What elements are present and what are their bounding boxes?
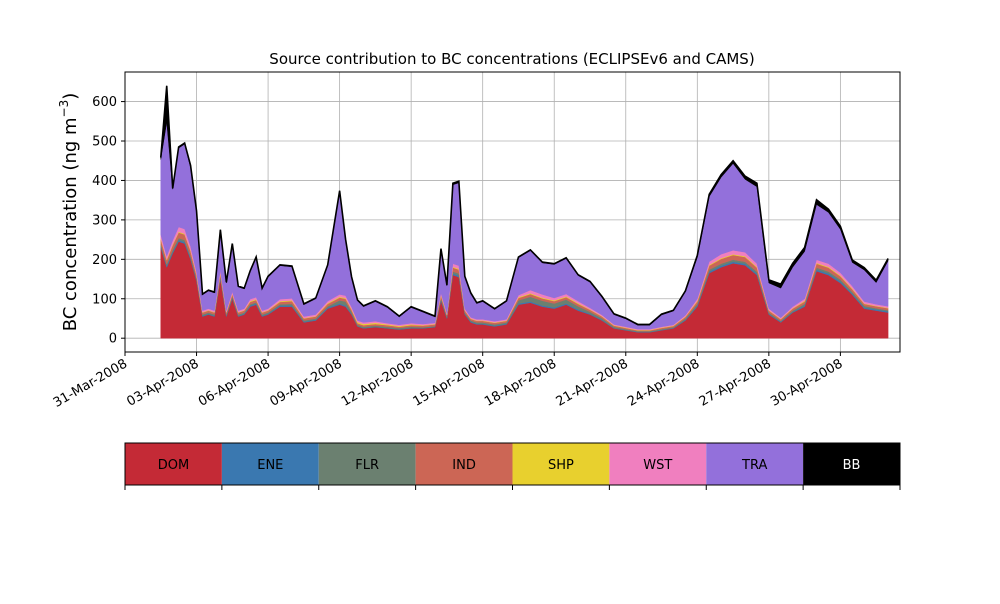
legend-item-ind: IND <box>415 443 513 485</box>
legend-label: FLR <box>355 458 379 473</box>
y-tick-label: 400 <box>92 174 117 189</box>
y-tick-label: 300 <box>92 213 117 228</box>
legend-label: WST <box>643 458 672 473</box>
y-tick-label: 600 <box>92 95 117 110</box>
total-line <box>159 85 889 326</box>
legend-item-tra: TRA <box>706 443 804 485</box>
x-axis-ticks: 31-Mar-200803-Apr-200806-Apr-200809-Apr-… <box>51 352 845 411</box>
legend-item-bb: BB <box>803 443 900 485</box>
legend-swatch <box>706 443 804 485</box>
legend-swatch <box>803 443 900 485</box>
total-outline <box>159 85 889 326</box>
y-tick-label: 200 <box>92 253 117 268</box>
plot-frame <box>124 71 901 353</box>
legend-label: DOM <box>158 458 189 473</box>
x-tick-label: 24-Apr-2008 <box>625 356 702 409</box>
x-tick-label: 18-Apr-2008 <box>482 356 559 409</box>
y-tick-label: 0 <box>109 332 117 347</box>
legend-label: ENE <box>257 458 283 473</box>
legend-item-flr: FLR <box>318 443 416 485</box>
legend-swatch <box>609 443 707 485</box>
x-tick-label: 09-Apr-2008 <box>267 356 344 409</box>
y-tick-label: 500 <box>92 135 117 150</box>
x-tick-label: 21-Apr-2008 <box>554 356 631 409</box>
stacked-areas <box>160 85 889 339</box>
chart-title: Source contribution to BC concentrations… <box>269 50 754 68</box>
legend-item-wst: WST <box>609 443 707 485</box>
legend-swatch <box>221 443 319 485</box>
legend-label: BB <box>843 458 861 473</box>
legend-swatch <box>512 443 610 485</box>
x-tick-label: 06-Apr-2008 <box>196 356 273 409</box>
y-tick-label: 100 <box>92 292 117 307</box>
x-tick-label: 15-Apr-2008 <box>411 356 488 409</box>
source-legend: DOM ENE FLR IND SHP WST TRA BB <box>124 442 901 490</box>
x-tick-label: 27-Apr-2008 <box>697 356 774 409</box>
legend-swatch <box>318 443 416 485</box>
legend-label: TRA <box>741 458 767 473</box>
x-tick-label: 03-Apr-2008 <box>124 356 201 409</box>
legend-item-shp: SHP <box>512 443 610 485</box>
legend-item-dom: DOM <box>125 443 222 485</box>
x-tick-label: 12-Apr-2008 <box>339 356 416 409</box>
legend-label: SHP <box>548 458 574 473</box>
x-tick-label: 31-Mar-2008 <box>51 356 130 410</box>
y-axis-ticks: 0 100 200 300 400 500 600 <box>92 95 125 347</box>
legend-label: IND <box>452 458 476 473</box>
legend-swatch <box>415 443 513 485</box>
x-tick-label: 30-Apr-2008 <box>768 356 845 409</box>
y-axis-label: BC concentration (ng m−3) <box>57 93 81 332</box>
legend-item-ene: ENE <box>221 443 319 485</box>
legend-swatch <box>125 443 222 485</box>
